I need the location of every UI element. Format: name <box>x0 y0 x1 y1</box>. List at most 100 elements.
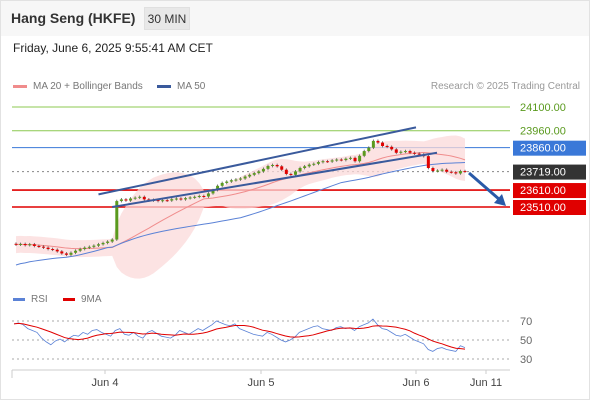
bollinger-band <box>16 135 465 279</box>
candle-body <box>417 153 421 155</box>
candle-body <box>115 201 119 240</box>
candle-body <box>64 253 68 255</box>
candle-body <box>184 198 188 200</box>
legend-ma50-label: MA 50 <box>177 81 206 92</box>
candle-body <box>403 151 407 153</box>
candle-body <box>60 251 64 254</box>
candle-body <box>23 243 27 246</box>
candle-body <box>312 163 316 165</box>
candle-body <box>252 173 256 175</box>
candle-body <box>376 140 380 143</box>
candle-body <box>266 165 270 169</box>
level-box-5 <box>513 200 586 215</box>
candle-body <box>239 178 242 180</box>
ma20-line <box>15 152 466 250</box>
candle-body <box>133 197 137 199</box>
candle-body <box>385 145 389 147</box>
ma50-line <box>15 162 466 266</box>
candle-body <box>87 246 91 248</box>
candle-body <box>413 152 417 154</box>
candle-body <box>110 239 114 242</box>
candle-body <box>348 157 352 159</box>
rsi-level-label-70: 70 <box>520 316 532 328</box>
candle-body <box>51 249 55 251</box>
candle-body <box>179 198 183 200</box>
candle-body <box>165 200 169 202</box>
candle-body <box>316 162 320 164</box>
candle-body <box>55 249 59 252</box>
candle-body <box>399 151 403 153</box>
candle-body <box>454 172 458 174</box>
candle-body <box>161 200 165 202</box>
candle-body <box>284 169 288 174</box>
candle-body <box>41 246 45 248</box>
candle-body <box>394 149 398 153</box>
candle-body <box>344 158 348 161</box>
candle-body <box>463 171 467 173</box>
candle-body <box>358 155 362 162</box>
candle-body <box>37 245 41 247</box>
candle-body <box>19 243 23 245</box>
rsi-level-label-30: 30 <box>520 354 532 366</box>
level-label-2: 23860.00 <box>520 143 566 155</box>
candle-body <box>138 196 142 198</box>
candle-body <box>119 199 123 202</box>
candle-body <box>275 164 279 167</box>
candle-body <box>74 250 78 253</box>
candle-body <box>449 171 453 173</box>
candle-body <box>367 147 371 152</box>
candle-body <box>46 247 50 250</box>
chart-header: Hang Seng (HKFE) 30 MIN <box>0 0 590 36</box>
candle-body <box>261 168 265 172</box>
legend-ma50: MA 50 <box>157 81 205 92</box>
legend-9ma-swatch <box>63 297 75 301</box>
candle-body <box>234 179 238 181</box>
x-tick-label: Jun 5 <box>248 377 275 389</box>
instrument-title: Hang Seng (HKFE) <box>11 10 136 26</box>
candle-body <box>174 198 178 200</box>
legend-rsi-swatch <box>13 297 25 301</box>
candle-body <box>390 146 394 150</box>
candle-body <box>321 161 325 163</box>
rsi-line <box>13 318 466 352</box>
legend-9ma-label: 9MA <box>81 294 102 305</box>
candle-body <box>248 174 252 177</box>
candle-body <box>124 199 128 201</box>
candle-body <box>408 151 412 153</box>
x-tick-label: Jun 11 <box>470 377 502 389</box>
rsi-level-label-50: 50 <box>520 335 532 347</box>
x-tick-label: Jun 4 <box>92 377 119 389</box>
candle-body <box>436 170 440 172</box>
candle-body <box>32 244 36 246</box>
copyright-note: Research © 2025 Trading Central <box>430 81 580 92</box>
legend-ma20-swatch <box>13 84 27 88</box>
candle-body <box>28 244 32 246</box>
candle-body <box>96 244 100 246</box>
chart-datetime: Friday, June 6, 2025 9:55:41 AM CET <box>13 41 213 55</box>
candle-body <box>243 176 247 179</box>
candle-body <box>220 182 224 186</box>
candle-body <box>440 169 444 171</box>
candle-body <box>92 245 96 247</box>
level-box-4 <box>513 183 586 199</box>
candle-body <box>353 157 357 162</box>
candle-body <box>69 252 73 255</box>
candle-body <box>381 142 385 146</box>
candle-body <box>101 242 105 245</box>
legend-rsi: RSI <box>13 294 48 305</box>
candle-body <box>211 190 215 194</box>
candle-body <box>257 171 261 174</box>
channel-upper-line <box>98 126 417 196</box>
level-box-2 <box>513 140 586 156</box>
candle-body <box>280 166 284 170</box>
level-label-1: 23960.00 <box>520 126 566 138</box>
candle-body <box>83 247 87 250</box>
candle-body <box>298 168 302 172</box>
level-label-0: 24100.00 <box>520 102 566 114</box>
timeframe-badge[interactable]: 30 MIN <box>144 7 190 30</box>
candle-body <box>330 160 334 162</box>
candle-body <box>188 197 192 199</box>
candle-body <box>339 159 343 161</box>
candle-body <box>289 173 293 175</box>
